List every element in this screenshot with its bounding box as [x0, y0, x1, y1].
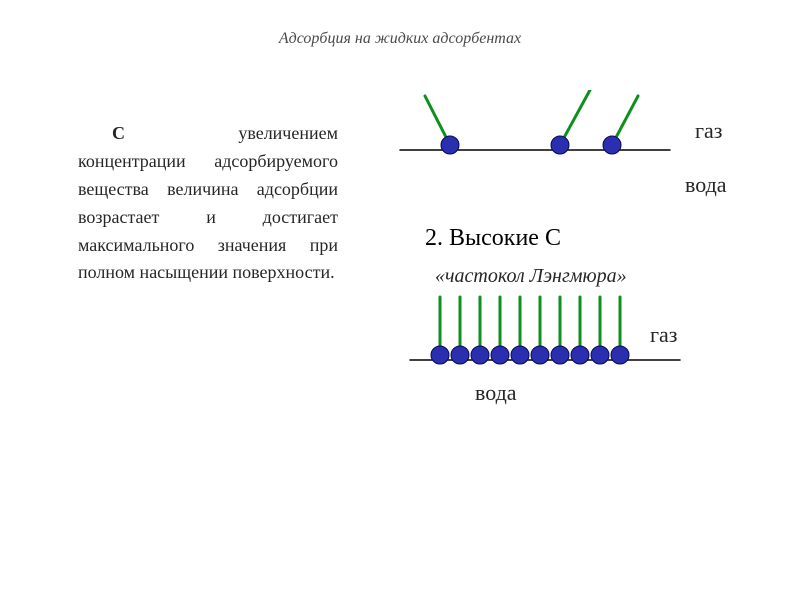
paragraph-rest: увеличением концентрации адсорбируемого … — [78, 123, 338, 282]
main-paragraph: С увеличением концентрации адсорбируемог… — [78, 120, 338, 287]
title-text: Адсорбция на жидких адсорбентах — [279, 30, 521, 47]
diagram-high-concentration — [410, 297, 680, 364]
page-title: Адсорбция на жидких адсорбентах — [0, 30, 800, 48]
label-gas-bottom: газ — [650, 322, 677, 348]
diagram-area: газ вода 2. Высокие С «частокол Лэнгмюра… — [380, 90, 780, 490]
section-2-heading: 2. Высокие С — [425, 225, 561, 252]
diagrams-svg — [380, 90, 780, 490]
label-water-bottom: вода — [475, 380, 517, 406]
paragraph-first-letter: С — [112, 123, 125, 143]
label-water-top: вода — [685, 172, 727, 198]
langmuir-palisade-label: «частокол Лэнгмюра» — [435, 265, 627, 288]
label-gas-top: газ — [695, 118, 722, 144]
diagram-low-concentration — [400, 90, 670, 154]
